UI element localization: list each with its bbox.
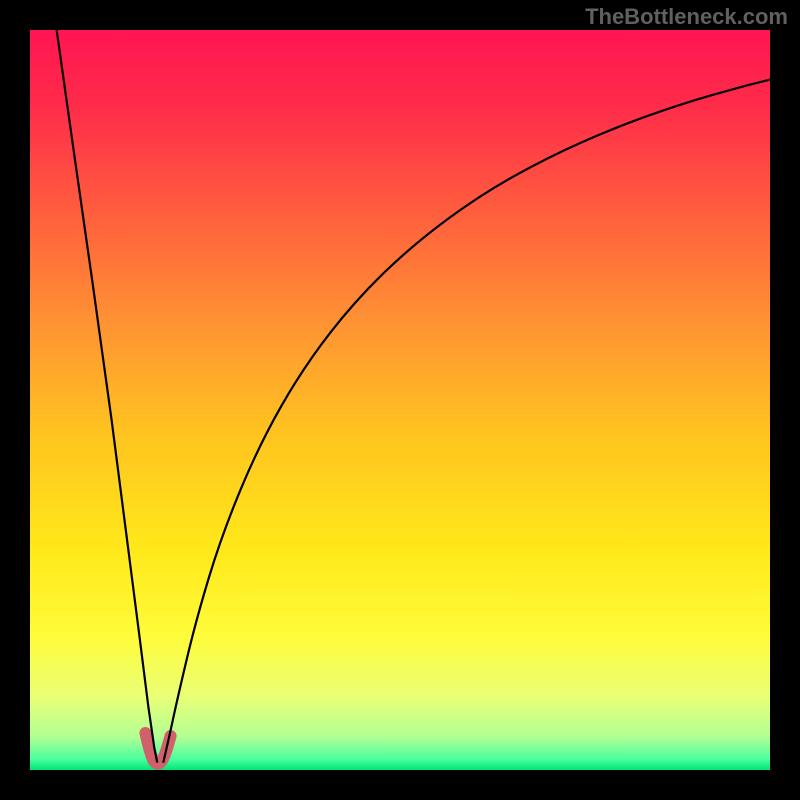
curves-layer xyxy=(30,30,770,770)
curve-left-branch xyxy=(57,30,158,763)
plot-area xyxy=(30,30,770,770)
watermark-label: TheBottleneck.com xyxy=(585,4,788,29)
chart-container: TheBottleneck.com xyxy=(0,0,800,800)
watermark-text: TheBottleneck.com xyxy=(585,4,788,30)
curve-right-branch xyxy=(163,80,770,763)
